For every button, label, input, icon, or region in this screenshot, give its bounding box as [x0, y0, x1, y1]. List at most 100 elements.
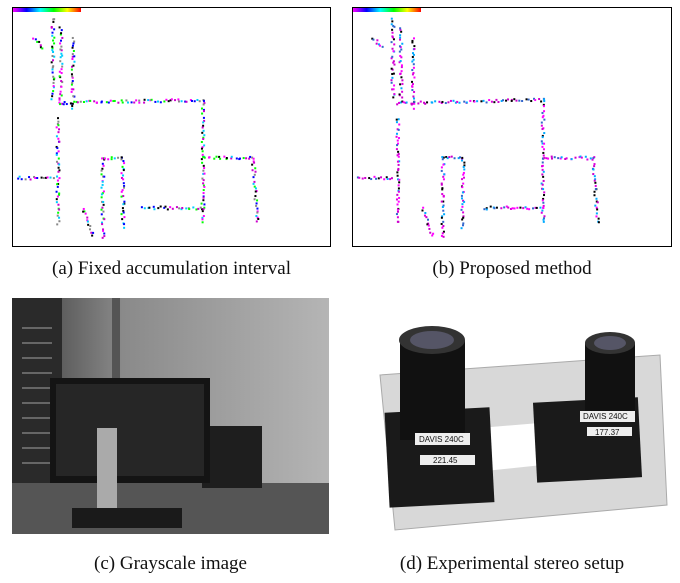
event-pixel [253, 158, 255, 160]
event-pixel [461, 197, 463, 199]
event-pixel [57, 138, 59, 140]
event-pixel [500, 207, 502, 209]
event-pixel [123, 187, 125, 189]
event-pixel [53, 177, 55, 179]
event-pixel [400, 87, 402, 89]
event-pixel [461, 206, 463, 208]
event-pixel [392, 32, 394, 34]
event-pixel [516, 207, 518, 209]
event-pixel [60, 80, 62, 82]
event-pixel [380, 176, 382, 178]
event-pixel [594, 205, 596, 207]
event-pixel [413, 59, 415, 61]
event-pixel [25, 178, 27, 180]
event-pixel [391, 56, 393, 58]
event-image-a [12, 7, 331, 247]
event-pixel [541, 122, 543, 124]
event-pixel [223, 156, 225, 158]
event-pixel [398, 179, 400, 181]
event-pixel [73, 50, 75, 52]
event-pixel [541, 210, 543, 212]
event-pixel [52, 76, 54, 78]
event-pixel [412, 56, 414, 58]
event-pixel [429, 232, 431, 234]
event-pixel [61, 37, 63, 39]
event-pixel [58, 150, 60, 152]
event-pixel [36, 177, 38, 179]
event-pixel [507, 98, 509, 100]
event-pixel [393, 73, 395, 75]
event-pixel [490, 206, 492, 208]
event-pixel [543, 194, 545, 196]
event-pixel [56, 198, 58, 200]
event-pixel [121, 156, 123, 158]
event-pixel [413, 37, 415, 39]
event-pixel [201, 141, 203, 143]
event-pixel [203, 203, 205, 205]
event-pixel [397, 140, 399, 142]
event-pixel [442, 176, 444, 178]
event-pixel [542, 184, 544, 186]
event-pixel [72, 53, 74, 55]
event-pixel [110, 100, 112, 102]
event-pixel [592, 159, 594, 161]
event-pixel [543, 171, 545, 173]
event-pixel [57, 131, 59, 133]
event-pixel [59, 93, 61, 95]
event-pixel [203, 179, 205, 181]
event-pixel [58, 209, 60, 211]
event-pixel [451, 156, 453, 158]
event-pixel [598, 221, 600, 223]
event-pixel [595, 215, 597, 217]
event-pixel [218, 156, 220, 158]
event-pixel [462, 183, 464, 185]
event-pixel [194, 100, 196, 102]
event-pixel [71, 58, 73, 60]
event-pixel [28, 176, 30, 178]
event-pixel [594, 191, 596, 193]
event-pixel [123, 162, 125, 164]
event-pixel [512, 207, 514, 209]
event-pixel [401, 79, 403, 81]
event-pixel [397, 211, 399, 213]
event-pixel [59, 71, 61, 73]
event-pixel [103, 218, 105, 220]
event-pixel [538, 98, 540, 100]
event-pixel [442, 232, 444, 234]
event-pixel [442, 225, 444, 227]
event-pixel [375, 178, 377, 180]
event-pixel [461, 157, 463, 159]
event-pixel [60, 40, 62, 42]
event-pixel [389, 178, 391, 180]
event-pixel [493, 207, 495, 209]
event-pixel [53, 85, 55, 87]
event-pixel [52, 90, 54, 92]
event-pixel [51, 68, 53, 70]
event-pixel [396, 148, 398, 150]
event-pixel [448, 156, 450, 158]
event-pixel [201, 158, 203, 160]
event-pixel [401, 64, 403, 66]
event-pixel [480, 100, 482, 102]
event-pixel [201, 218, 203, 220]
event-pixel [396, 121, 398, 123]
event-pixel [592, 173, 594, 175]
event-pixel [398, 181, 400, 183]
event-pixel [202, 170, 204, 172]
event-pixel [396, 144, 398, 146]
event-pixel [542, 152, 544, 154]
event-pixel [382, 46, 384, 48]
event-pixel [593, 194, 595, 196]
event-pixel [51, 32, 53, 34]
event-pixel [127, 102, 129, 104]
event-pixel [398, 137, 400, 139]
event-pixel [256, 208, 258, 210]
event-pixel [255, 171, 257, 173]
event-pixel [463, 168, 465, 170]
event-pixel [427, 219, 429, 221]
event-pixel [463, 101, 465, 103]
event-pixel [521, 100, 523, 102]
event-pixel [398, 201, 400, 203]
event-pixel [461, 178, 463, 180]
event-pixel [432, 233, 434, 235]
